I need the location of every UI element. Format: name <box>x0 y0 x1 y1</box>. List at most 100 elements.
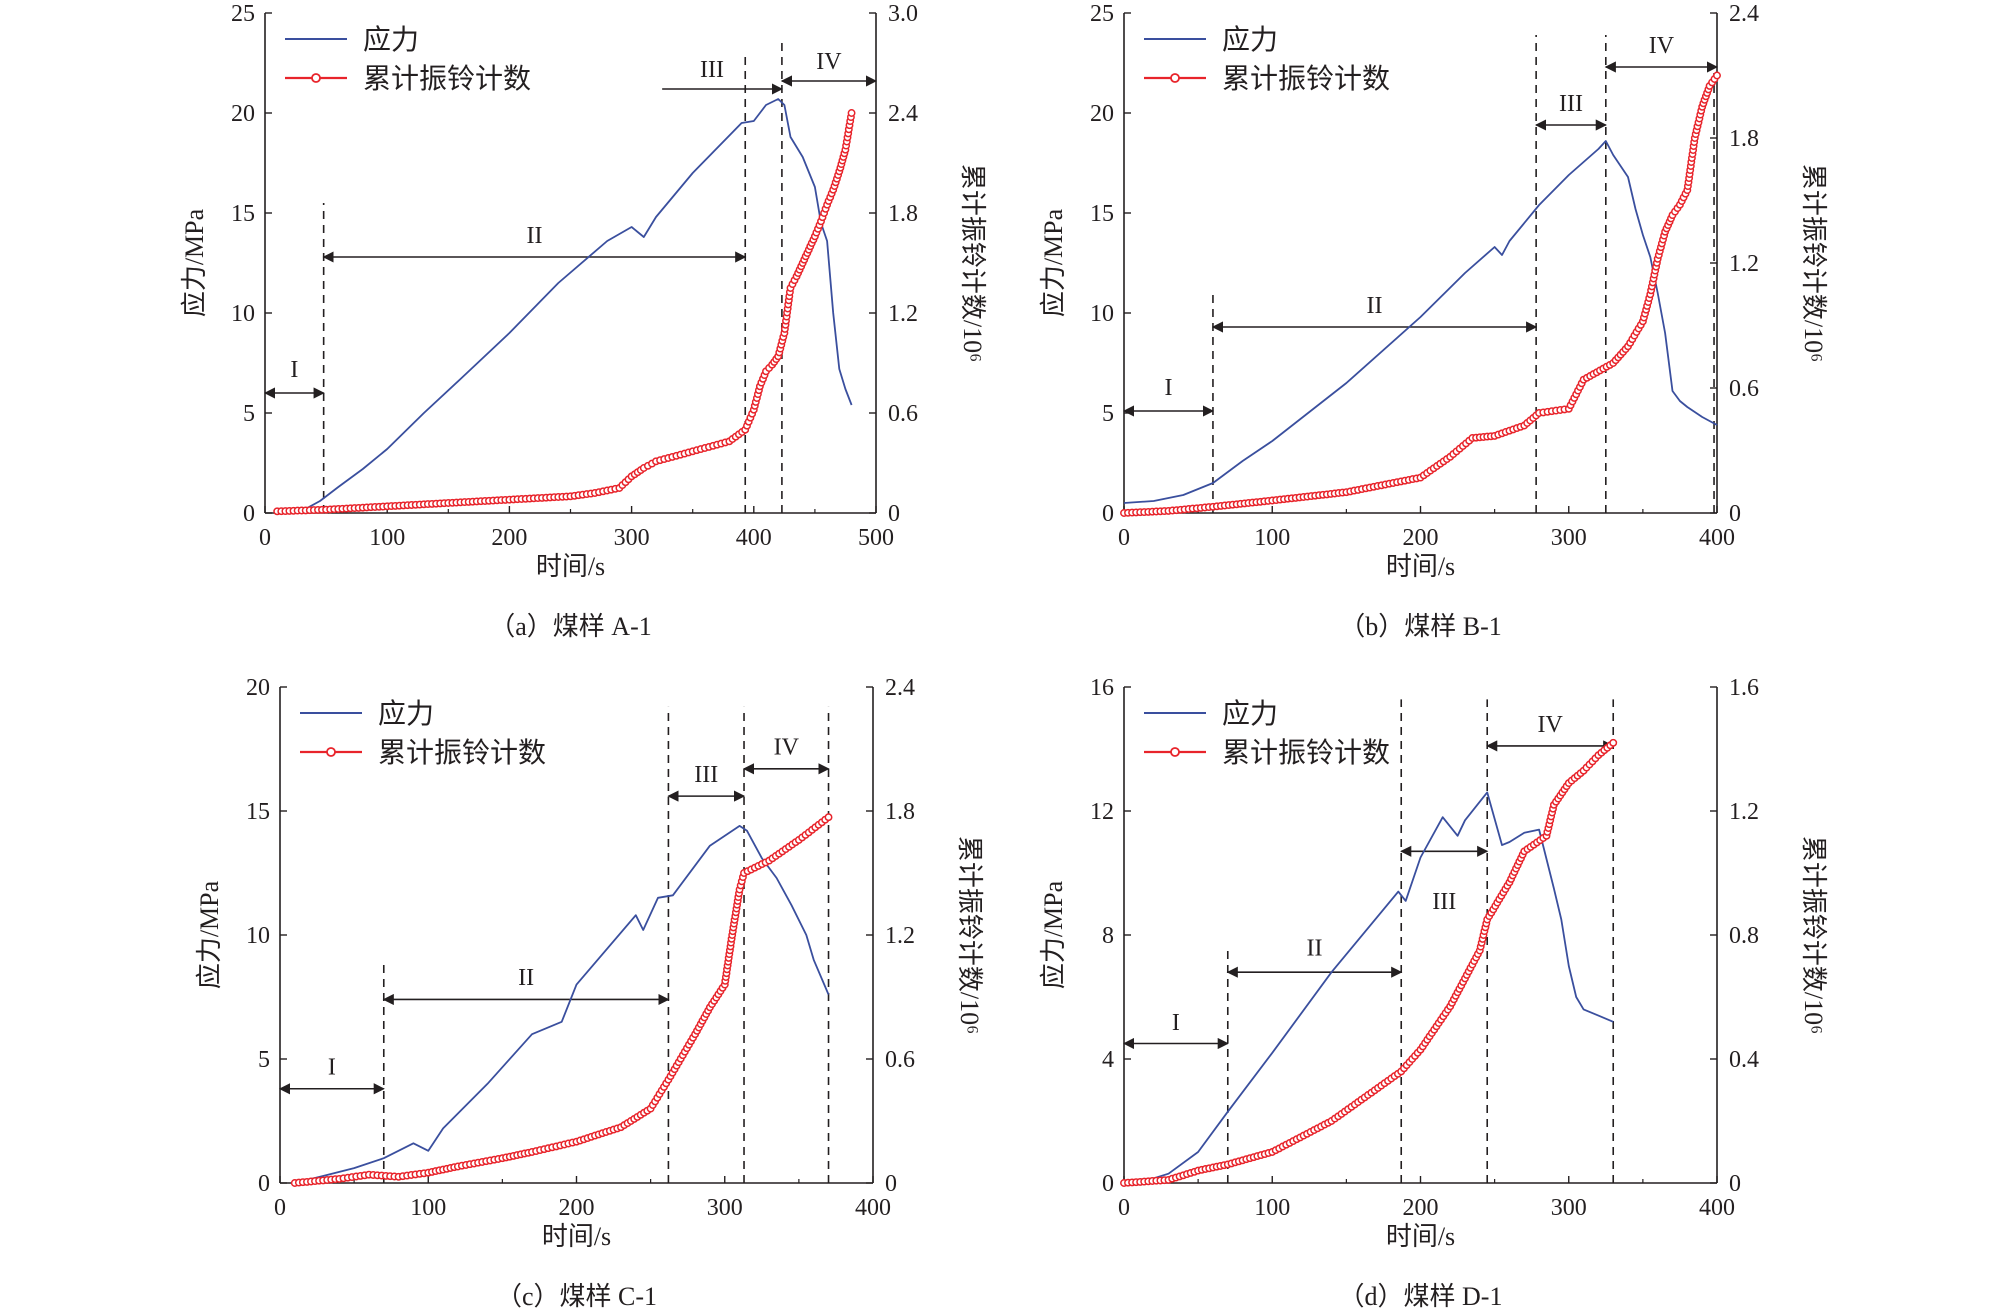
x-axis-label: 时间/s <box>536 552 605 581</box>
stage-label-III: III <box>694 762 718 788</box>
y2-tick-label: 0.6 <box>888 401 918 427</box>
stage-label-IV: IV <box>774 735 800 761</box>
y-tick-label: 5 <box>1102 401 1114 427</box>
x-tick-label: 100 <box>410 1195 446 1221</box>
y2-tick-label: 0 <box>888 501 900 527</box>
y2-axis-label: 累计振铃计数/10⁶ <box>955 836 984 1034</box>
y2-tick-label: 1.8 <box>888 201 918 227</box>
y2-tick-label: 0.8 <box>1729 923 1759 949</box>
panel-caption: （c）煤样 C-1 <box>496 1282 657 1311</box>
y-tick-label: 4 <box>1102 1047 1114 1073</box>
y2-tick-label: 1.2 <box>1729 251 1759 277</box>
chart-panel-2: 0 100 200 300 400051015202500.61.21.82.4时间/s… <box>1039 1 1828 641</box>
y2-tick-label: 1.6 <box>1729 675 1759 701</box>
legend-count-marker <box>326 747 336 757</box>
x-tick-label: 0 <box>1118 1195 1130 1221</box>
stage-label-II: II <box>1367 293 1383 319</box>
x-tick-label: 400 <box>1699 1195 1735 1221</box>
x-tick-label: 200 <box>559 1195 595 1221</box>
legend-count-label: 累计振铃计数 <box>363 63 531 95</box>
y-tick-label: 25 <box>231 1 255 27</box>
y-tick-label: 10 <box>231 301 255 327</box>
y2-tick-label: 1.2 <box>885 923 915 949</box>
x-tick-label: 0 <box>1118 525 1130 551</box>
y2-tick-label: 0 <box>1729 501 1741 527</box>
legend-count-marker <box>311 73 321 83</box>
panel-caption: （a）煤样 A-1 <box>489 612 651 641</box>
count-series-line <box>1123 741 1615 1185</box>
count-marker <box>1609 738 1618 747</box>
y2-tick-label: 1.8 <box>885 799 915 825</box>
y-tick-label: 0 <box>258 1171 270 1197</box>
legend-count-marker <box>1170 747 1180 757</box>
y2-axis-label: 累计振铃计数/10⁶ <box>1799 164 1828 362</box>
x-tick-label: 200 <box>491 525 527 551</box>
x-tick-label: 500 <box>858 525 894 551</box>
x-tick-label: 300 <box>1551 1195 1587 1221</box>
panel-caption: （d）煤样 D-1 <box>1339 1282 1503 1311</box>
legend-stress-label: 应力 <box>378 698 434 730</box>
stress-series-line <box>294 825 830 1184</box>
y-tick-label: 20 <box>1090 101 1114 127</box>
x-tick-label: 100 <box>369 525 405 551</box>
x-axis-label: 时间/s <box>1386 1222 1455 1251</box>
stage-label-I: I <box>1164 375 1172 401</box>
y2-tick-label: 2.4 <box>885 675 915 701</box>
stage-label-II: II <box>518 965 534 991</box>
stage-label-I: I <box>328 1054 336 1080</box>
legend-stress-label: 应力 <box>1222 698 1278 730</box>
legend-stress-label: 应力 <box>363 24 419 56</box>
chart-panel-3: 0 100 200 300 4000510152000.61.21.82.4时间/s应力… <box>195 675 984 1311</box>
y2-tick-label: 1.8 <box>1729 126 1759 152</box>
y-tick-label: 10 <box>1090 301 1114 327</box>
count-series-line <box>1123 74 1719 515</box>
y2-tick-label: 0 <box>885 1171 897 1197</box>
stage-label-I: I <box>1172 1010 1180 1036</box>
y2-axis-label: 累计振铃计数/10⁶ <box>958 164 987 362</box>
legend-count-label: 累计振铃计数 <box>1222 737 1390 769</box>
legend-stress-label: 应力 <box>1222 24 1278 56</box>
y-tick-label: 5 <box>258 1047 270 1073</box>
x-tick-label: 200 <box>1403 1195 1439 1221</box>
y-tick-label: 15 <box>1090 201 1114 227</box>
x-axis-label: 时间/s <box>542 1222 611 1251</box>
x-tick-label: 100 <box>1254 525 1290 551</box>
y-tick-label: 12 <box>1090 799 1114 825</box>
y-tick-label: 16 <box>1090 675 1114 701</box>
stage-label-I: I <box>290 357 298 383</box>
y2-tick-label: 0 <box>1729 1171 1741 1197</box>
y-tick-label: 0 <box>1102 1171 1114 1197</box>
y2-tick-label: 2.4 <box>888 101 918 127</box>
chart-panel-1: 0 100 200 300 400 500051015202500.61.21.82.43… <box>180 1 987 641</box>
x-tick-label: 0 <box>259 525 271 551</box>
y-axis-label: 应力/MPa <box>1039 880 1068 989</box>
y2-tick-label: 2.4 <box>1729 1 1759 27</box>
legend-count-label: 累计振铃计数 <box>1222 63 1390 95</box>
legend-count-marker <box>1170 73 1180 83</box>
y-tick-label: 0 <box>243 501 255 527</box>
y2-axis-label: 累计振铃计数/10⁶ <box>1799 836 1828 1034</box>
stage-label-II: II <box>1307 935 1323 961</box>
y2-tick-label: 3.0 <box>888 1 918 27</box>
chart-panel-4: 0 100 200 300 400048121600.40.81.21.6时间/s应力/… <box>1039 675 1828 1311</box>
x-tick-label: 300 <box>614 525 650 551</box>
stage-label-IV: IV <box>1649 33 1675 59</box>
legend-count-label: 累计振铃计数 <box>378 737 546 769</box>
y-tick-label: 5 <box>243 401 255 427</box>
y-tick-label: 15 <box>246 799 270 825</box>
x-tick-label: 400 <box>736 525 772 551</box>
count-marker <box>1713 71 1721 80</box>
y-axis-label: 应力/MPa <box>1039 208 1068 317</box>
x-tick-label: 300 <box>707 1195 743 1221</box>
x-tick-label: 0 <box>274 1195 286 1221</box>
x-axis-label: 时间/s <box>1386 552 1455 581</box>
count-series-line <box>277 112 853 513</box>
y-tick-label: 0 <box>1102 501 1114 527</box>
stage-label-III: III <box>700 57 724 83</box>
y-tick-label: 10 <box>246 923 270 949</box>
x-tick-label: 200 <box>1403 525 1439 551</box>
stress-series-line <box>1138 791 1614 1184</box>
stage-label-III: III <box>1559 91 1583 117</box>
y-tick-label: 15 <box>231 201 255 227</box>
